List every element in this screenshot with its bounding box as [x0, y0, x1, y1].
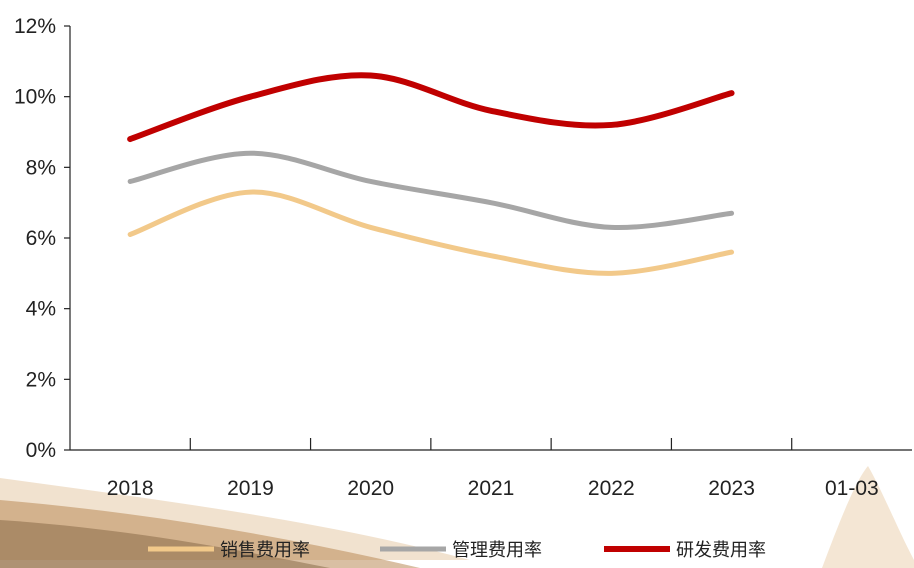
series-line-2 — [127, 150, 735, 231]
background-decoration — [0, 466, 914, 568]
series-line-3 — [127, 72, 735, 143]
axes: 0% 2% 4% 6% 8% 10% 12% 2018 2019 2020 2021 2022 2023… — [14, 15, 912, 500]
legend-label: 管理费用率 — [452, 540, 542, 561]
y-tick-label: 6% — [26, 227, 56, 250]
y-tick-label: 4% — [26, 298, 56, 321]
x-tick-label: 2019 — [227, 477, 274, 500]
x-tick-label: 2021 — [468, 477, 515, 500]
y-tick-label: 10% — [14, 86, 56, 109]
y-tick-label: 8% — [26, 156, 56, 179]
legend: 销售费用率 管理费用率 研发费用率 — [148, 540, 766, 561]
legend-label: 研发费用率 — [676, 540, 766, 561]
y-tick-label: 0% — [26, 439, 56, 462]
series-line-1 — [127, 189, 735, 276]
x-tick-label: 2020 — [347, 477, 394, 500]
legend-label: 销售费用率 — [220, 540, 310, 561]
y-tick-label: 12% — [14, 15, 56, 38]
x-tick-label: 2023 — [708, 477, 755, 500]
x-tick-label: 2018 — [107, 477, 154, 500]
x-tick-label: 01-03 — [825, 477, 879, 500]
x-tick-label: 2022 — [588, 477, 635, 500]
series-layer — [127, 72, 735, 276]
y-tick-label: 2% — [26, 368, 56, 391]
